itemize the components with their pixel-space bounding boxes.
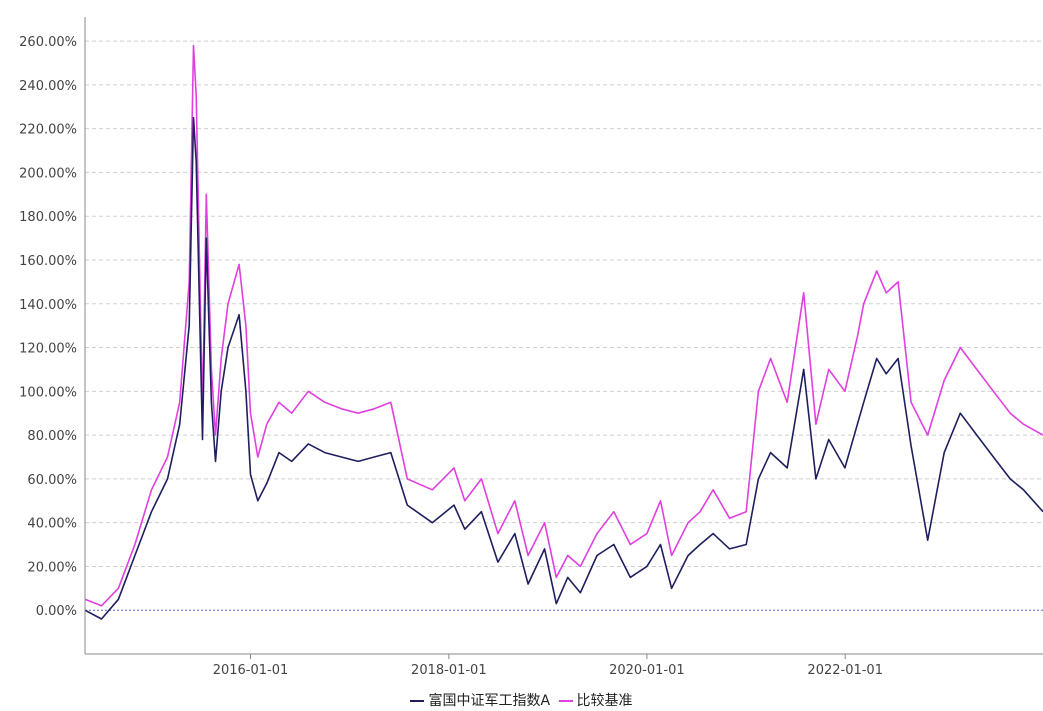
legend-label-fund: 富国中证军工指数A <box>428 693 551 709</box>
x-axis-tick-labels: 2016-01-01 2018-01-01 2020-01-01 2022-01-01 <box>213 663 883 678</box>
legend-item-fund[interactable]: 富国中证军工指数A <box>410 690 550 710</box>
series-line-benchmark <box>84 44 1043 607</box>
y-tick-label: 200.00% <box>19 166 77 181</box>
legend-swatch-fund <box>410 700 425 702</box>
y-tick-label: 0.00% <box>36 604 77 619</box>
x-tick-label: 2022-01-01 <box>807 663 883 678</box>
y-tick-label: 140.00% <box>19 298 77 313</box>
line-chart: 0.00% 20.00% 40.00% 60.00% 80.00% 100.00% 120.… <box>19 17 1043 678</box>
x-tick-label: 2018-01-01 <box>411 663 487 678</box>
y-tick-label: 20.00% <box>27 560 77 575</box>
grid-lines <box>85 40 1043 611</box>
legend-label-benchmark: 比较基准 <box>576 693 633 709</box>
y-tick-label: 80.00% <box>27 429 77 444</box>
y-tick-label: 100.00% <box>19 385 77 400</box>
axes <box>84 17 1043 659</box>
series-lines <box>84 44 1043 620</box>
x-tick-label: 2020-01-01 <box>609 663 685 678</box>
y-tick-label: 260.00% <box>19 35 77 50</box>
y-tick-label: 240.00% <box>19 79 77 94</box>
y-tick-label: 40.00% <box>27 517 77 532</box>
x-tick-label: 2016-01-01 <box>213 663 289 678</box>
y-tick-label: 160.00% <box>19 254 77 269</box>
series-line-fund <box>84 116 1043 620</box>
y-axis-tick-labels: 0.00% 20.00% 40.00% 60.00% 80.00% 100.00% 120.… <box>19 35 77 619</box>
chart-legend: 富国中证军工指数A 比较基准 <box>0 690 1043 710</box>
y-tick-label: 220.00% <box>19 123 77 138</box>
y-tick-label: 180.00% <box>19 210 77 225</box>
y-tick-label: 120.00% <box>19 342 77 357</box>
y-tick-label: 60.00% <box>27 473 77 488</box>
legend-swatch-benchmark <box>558 700 573 702</box>
legend-item-benchmark[interactable]: 比较基准 <box>558 690 633 710</box>
